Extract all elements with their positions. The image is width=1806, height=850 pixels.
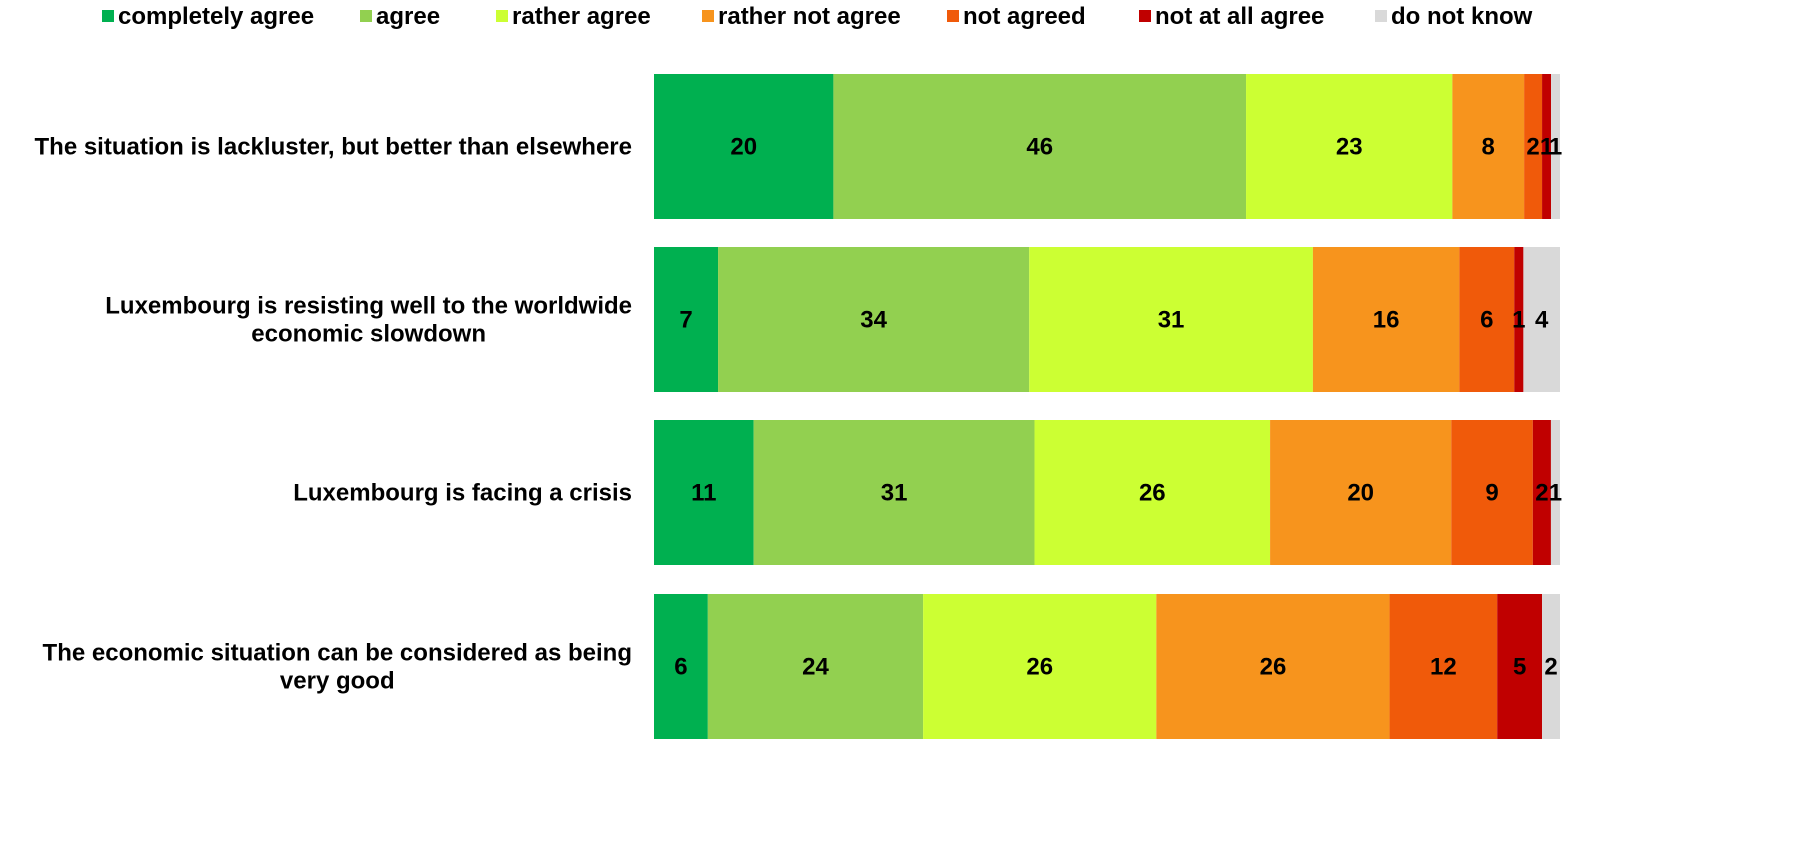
data-label: 24 (802, 654, 829, 681)
data-label: 1 (1512, 307, 1525, 334)
data-label: 6 (1480, 307, 1493, 334)
legend-swatch (102, 10, 114, 22)
data-label: 31 (881, 480, 908, 507)
legend-label: not at all agree (1155, 3, 1324, 30)
legend-label: do not know (1391, 3, 1533, 30)
legend-label: rather agree (512, 3, 651, 30)
bar-segment (654, 420, 754, 565)
bar-segment (1312, 247, 1460, 392)
bar-segment (1524, 74, 1543, 219)
bar-segment (1514, 247, 1524, 392)
bar-segment (654, 594, 708, 739)
legend-swatch (1139, 10, 1151, 22)
data-label: 20 (1347, 480, 1374, 507)
data-label: 5 (1513, 654, 1526, 681)
data-label: 9 (1485, 480, 1498, 507)
bars (654, 74, 1560, 739)
bar-segment (1452, 74, 1525, 219)
bar-segment (707, 594, 924, 739)
data-label: 7 (679, 307, 692, 334)
bar-segment (1542, 594, 1560, 739)
data-label: 46 (1026, 134, 1053, 161)
legend-swatch (947, 10, 959, 22)
data-label: 16 (1373, 307, 1400, 334)
data-label: 26 (1139, 480, 1166, 507)
category-label: Luxembourg is resisting well to the worl… (105, 293, 632, 348)
legend-swatch (496, 10, 508, 22)
data-label: 31 (1158, 307, 1185, 334)
bar-segment (1497, 594, 1543, 739)
bar-segment (1451, 420, 1533, 565)
data-label: 12 (1430, 654, 1457, 681)
category-label: The situation is lackluster, but better … (35, 134, 633, 161)
bar-segment (1532, 420, 1551, 565)
bar-segment (1246, 74, 1453, 219)
legend-label: agree (376, 3, 440, 30)
bar-segment (833, 74, 1247, 219)
data-label: 1 (1540, 134, 1553, 161)
data-label: 11 (691, 480, 716, 507)
legend-label: completely agree (118, 3, 314, 30)
bar-segment (1523, 247, 1560, 392)
data-label: 26 (1026, 654, 1053, 681)
data-label: 34 (860, 307, 887, 334)
bar-segment (1550, 420, 1560, 565)
data-label: 1 (1549, 480, 1562, 507)
bar-segment (654, 247, 719, 392)
legend-label: rather not agree (718, 3, 901, 30)
data-label: 20 (730, 134, 757, 161)
bar-segment (718, 247, 1030, 392)
data-label: 1 (1549, 134, 1562, 161)
bar-segment (654, 74, 834, 219)
data-label: 23 (1336, 134, 1363, 161)
data-label: 6 (674, 654, 687, 681)
bar-segment (1156, 594, 1390, 739)
data-label: 2 (1535, 480, 1548, 507)
bar-segment (1029, 247, 1313, 392)
bar-segment (753, 420, 1035, 565)
bar-segment (1542, 74, 1552, 219)
data-label: 4 (1535, 307, 1549, 334)
bar-segment (1389, 594, 1498, 739)
legend-swatch (1375, 10, 1387, 22)
bar-segment (1034, 420, 1271, 565)
data-label: 26 (1260, 654, 1287, 681)
value-labels: 20 46 23 8 2 117 34 31 16 6 1 411 31 26 20 9 2 16 24 26 26 12… (674, 134, 1562, 681)
legend-swatch (702, 10, 714, 22)
bar-segment (1551, 74, 1560, 219)
category-labels: The situation is lackluster, but better … (35, 134, 633, 695)
data-label: 2 (1544, 654, 1557, 681)
data-label: 8 (1482, 134, 1495, 161)
category-label: Luxembourg is facing a crisis (293, 480, 632, 507)
bar-segment (1459, 247, 1515, 392)
category-label: The economic situation can be considered… (43, 640, 632, 695)
legend-swatch (360, 10, 372, 22)
legend-label: not agreed (963, 3, 1086, 30)
data-label: 2 (1526, 134, 1539, 161)
bar-segment (1270, 420, 1452, 565)
legend: completely agree agree rather agree rather … (102, 3, 1533, 30)
bar-segment (923, 594, 1157, 739)
